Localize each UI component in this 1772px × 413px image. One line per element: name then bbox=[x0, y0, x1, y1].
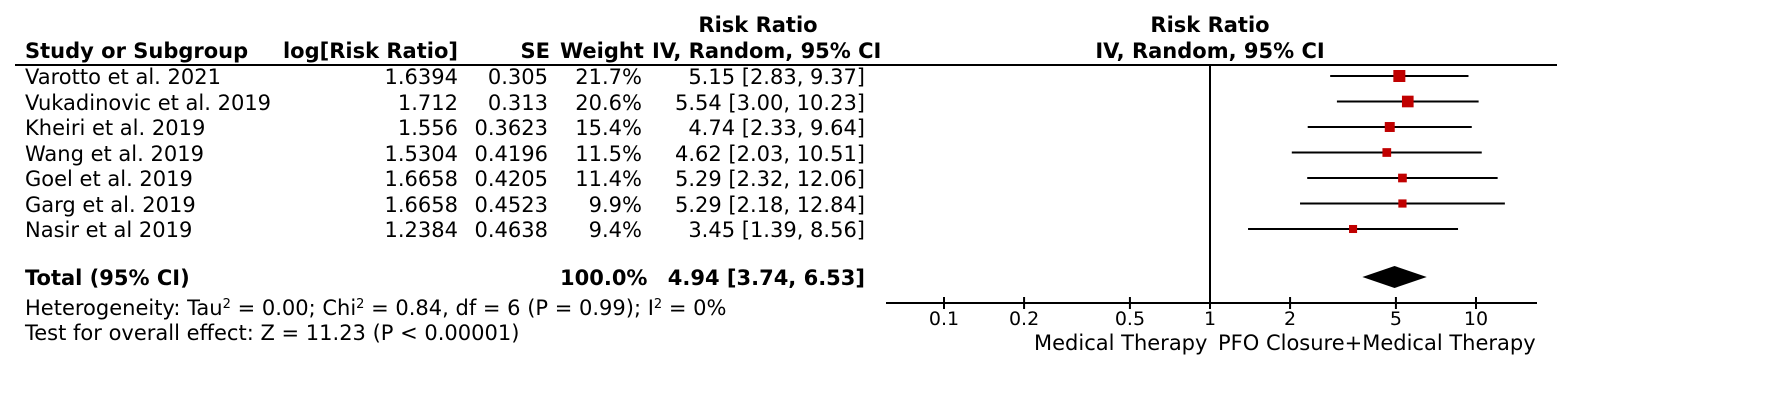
study-weight: 11.4% bbox=[575, 167, 642, 191]
header-weight: Weight bbox=[560, 39, 644, 63]
effect-square bbox=[1398, 173, 1407, 183]
study-ci: 5.54 [3.00, 10.23] bbox=[674, 90, 865, 115]
favours-left-label: Medical Therapy bbox=[1034, 331, 1208, 355]
study-se: 0.313 bbox=[487, 90, 548, 115]
study-log-rr: 1.5304 bbox=[384, 141, 458, 166]
heterogeneity-text: Heterogeneity: Tau2 = 0.00; Chi2 = 0.84,… bbox=[25, 296, 727, 320]
header-se: SE bbox=[520, 39, 550, 63]
study-log-rr: 1.2384 bbox=[384, 218, 458, 242]
total-label: Total (95% CI) bbox=[25, 266, 190, 290]
study-name: Vukadinovic et al. 2019 bbox=[25, 90, 272, 115]
study-se: 0.305 bbox=[487, 65, 548, 89]
study-name: Garg et al. 2019 bbox=[25, 192, 196, 217]
study-se: 0.4196 bbox=[474, 141, 548, 166]
study-se: 0.3623 bbox=[474, 116, 548, 140]
study-log-rr: 1.712 bbox=[397, 90, 458, 115]
header-rr-method: IV, Random, 95% CI bbox=[652, 39, 882, 63]
pooled-diamond bbox=[1362, 266, 1427, 288]
study-ci: 5.15 [2.83, 9.37] bbox=[688, 65, 865, 89]
header-study: Study or Subgroup bbox=[25, 39, 249, 63]
study-ci: 5.29 [2.32, 12.06] bbox=[674, 167, 865, 191]
study-name: Varotto et al. 2021 bbox=[25, 65, 221, 89]
study-se: 0.4638 bbox=[474, 218, 548, 242]
effect-square bbox=[1393, 70, 1406, 82]
total-ci: 4.94 [3.74, 6.53] bbox=[667, 266, 865, 290]
study-ci: 4.62 [2.03, 10.51] bbox=[674, 141, 865, 166]
overall-effect-text: Test for overall effect: Z = 11.23 (P < … bbox=[25, 321, 520, 345]
study-ci: 5.29 [2.18, 12.84] bbox=[674, 192, 865, 217]
study-ci: 3.45 [1.39, 8.56] bbox=[688, 218, 865, 242]
study-weight: 11.5% bbox=[575, 141, 642, 166]
x-tick-label: 10 bbox=[1464, 308, 1488, 330]
x-tick-label: 1 bbox=[1204, 308, 1216, 330]
study-name: Nasir et al 2019 bbox=[25, 218, 193, 242]
effect-square bbox=[1398, 199, 1407, 208]
study-weight: 15.4% bbox=[575, 116, 642, 140]
study-weight: 20.6% bbox=[575, 90, 642, 115]
study-name: Goel et al. 2019 bbox=[25, 167, 193, 191]
study-ci: 4.74 [2.33, 9.64] bbox=[688, 116, 865, 140]
study-log-rr: 1.556 bbox=[397, 116, 458, 140]
total-weight: 100.0% bbox=[560, 266, 648, 290]
effect-square bbox=[1349, 224, 1358, 234]
study-weight: 21.7% bbox=[575, 65, 642, 89]
effect-square bbox=[1382, 148, 1392, 157]
study-se: 0.4523 bbox=[474, 192, 548, 217]
x-tick-label: 0.5 bbox=[1115, 308, 1145, 330]
study-name: Wang et al. 2019 bbox=[25, 141, 204, 166]
effect-square bbox=[1384, 122, 1395, 132]
study-weight: 9.4% bbox=[588, 218, 642, 242]
header-plot-method: IV, Random, 95% CI bbox=[1095, 39, 1325, 63]
header-log-rr: log[Risk Ratio] bbox=[282, 39, 458, 63]
study-se: 0.4205 bbox=[474, 167, 548, 191]
study-log-rr: 1.6394 bbox=[384, 65, 458, 89]
study-name: Kheiri et al. 2019 bbox=[25, 116, 206, 140]
study-log-rr: 1.6658 bbox=[384, 192, 458, 217]
x-tick-label: 5 bbox=[1390, 308, 1402, 330]
header-plot-title: Risk Ratio bbox=[1150, 13, 1270, 37]
favours-right-label: PFO Closure+Medical Therapy bbox=[1218, 331, 1536, 355]
study-weight: 9.9% bbox=[588, 192, 642, 217]
x-tick-label: 2 bbox=[1284, 308, 1296, 330]
header-rule bbox=[15, 64, 1557, 66]
header-rr-title: Risk Ratio bbox=[698, 13, 818, 37]
study-log-rr: 1.6658 bbox=[384, 167, 458, 191]
x-tick-label: 0.2 bbox=[1009, 308, 1039, 330]
x-tick-label: 0.1 bbox=[929, 308, 959, 330]
effect-square bbox=[1401, 95, 1414, 108]
